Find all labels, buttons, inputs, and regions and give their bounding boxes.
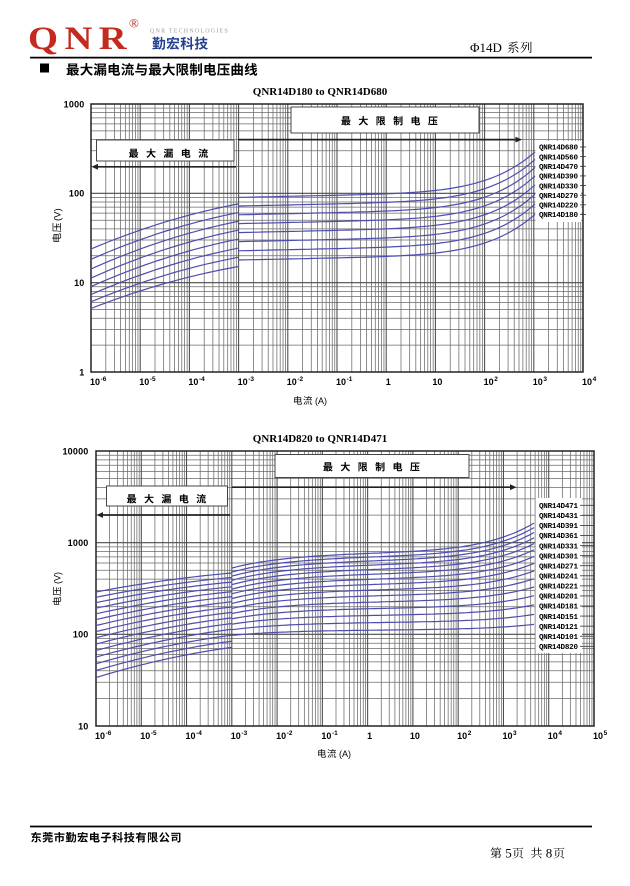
svg-text:1: 1: [386, 377, 391, 387]
svg-text:-5: -5: [150, 376, 156, 383]
svg-text:10: 10: [533, 377, 543, 387]
svg-text:Φ14D: Φ14D: [470, 40, 502, 55]
svg-text:QNR14D431: QNR14D431: [539, 513, 578, 521]
svg-text:®: ®: [129, 16, 139, 31]
svg-text:-3: -3: [248, 376, 254, 383]
svg-text:10: 10: [457, 731, 467, 741]
svg-text:QNR14D470: QNR14D470: [539, 164, 578, 172]
svg-text:10: 10: [95, 731, 105, 741]
svg-text:2: 2: [494, 376, 498, 383]
svg-text:QNR14D270: QNR14D270: [539, 193, 578, 201]
svg-text:QNR14D221: QNR14D221: [539, 584, 578, 592]
svg-text:QNR14D180 to QNR14D680: QNR14D180 to QNR14D680: [253, 86, 388, 98]
svg-text:QNR14D330: QNR14D330: [539, 183, 578, 191]
svg-text:(A): (A): [339, 749, 351, 759]
svg-text:10: 10: [484, 377, 494, 387]
svg-text:QNR14D331: QNR14D331: [539, 543, 578, 551]
svg-text:-1: -1: [332, 730, 338, 737]
svg-text:(V): (V): [53, 208, 64, 221]
svg-text:10: 10: [321, 731, 331, 741]
svg-text:QNR: QNR: [28, 20, 133, 57]
svg-text:QNR14D101: QNR14D101: [539, 634, 578, 642]
svg-text:10: 10: [139, 377, 149, 387]
svg-text:10: 10: [502, 731, 512, 741]
svg-text:(V): (V): [53, 572, 63, 584]
svg-text:-2: -2: [287, 730, 293, 737]
svg-text:QNR14D301: QNR14D301: [539, 553, 578, 561]
svg-text:10: 10: [582, 377, 592, 387]
svg-text:5: 5: [604, 730, 608, 737]
svg-text:10: 10: [186, 731, 196, 741]
svg-text:QNR14D560: QNR14D560: [539, 154, 578, 162]
svg-text:10: 10: [548, 731, 558, 741]
svg-text:QNR14D181: QNR14D181: [539, 604, 578, 612]
svg-text:QNR14D241: QNR14D241: [539, 573, 578, 581]
svg-text:10: 10: [276, 731, 286, 741]
svg-text:QNR14D471: QNR14D471: [539, 503, 578, 511]
svg-text:QNR14D820: QNR14D820: [539, 644, 578, 652]
svg-text:10: 10: [90, 377, 100, 387]
svg-text:-6: -6: [101, 376, 107, 383]
svg-text:QNR14D151: QNR14D151: [539, 614, 578, 622]
svg-text:-6: -6: [106, 730, 112, 737]
svg-text:8: 8: [546, 846, 553, 861]
svg-text:QNR14D201: QNR14D201: [539, 594, 578, 602]
svg-text:10: 10: [231, 731, 241, 741]
svg-text:3: 3: [543, 376, 547, 383]
svg-text:10: 10: [188, 377, 198, 387]
svg-text:100: 100: [73, 630, 89, 640]
svg-text:10: 10: [432, 377, 442, 387]
svg-text:4: 4: [558, 730, 562, 737]
svg-text:1: 1: [79, 367, 84, 377]
svg-text:-4: -4: [196, 730, 202, 737]
svg-text:10: 10: [78, 721, 88, 731]
svg-text:1: 1: [367, 731, 372, 741]
svg-text:3: 3: [513, 730, 517, 737]
svg-text:QNR14D121: QNR14D121: [539, 624, 578, 632]
svg-text:10: 10: [74, 278, 84, 288]
svg-text:100: 100: [69, 189, 85, 199]
svg-text:QNR14D391: QNR14D391: [539, 523, 578, 531]
svg-text:QNR TECHNOLOGIES: QNR TECHNOLOGIES: [150, 29, 229, 35]
svg-text:QNR14D390: QNR14D390: [539, 174, 578, 182]
svg-text:-1: -1: [347, 376, 353, 383]
svg-text:-2: -2: [297, 376, 303, 383]
svg-text:QNR14D271: QNR14D271: [539, 563, 578, 571]
svg-text:10: 10: [287, 377, 297, 387]
svg-text:1000: 1000: [68, 538, 89, 548]
svg-text:10: 10: [593, 731, 603, 741]
svg-text:10: 10: [410, 731, 420, 741]
svg-text:-3: -3: [241, 730, 247, 737]
svg-text:QNR14D361: QNR14D361: [539, 533, 578, 541]
svg-text:QNR14D820 to QNR14D471: QNR14D820 to QNR14D471: [253, 433, 387, 445]
svg-text:2: 2: [468, 730, 472, 737]
svg-text:1000: 1000: [64, 99, 85, 109]
svg-text:-4: -4: [199, 376, 205, 383]
svg-text:(A): (A): [315, 396, 327, 406]
svg-text:5: 5: [505, 846, 512, 861]
svg-text:10: 10: [140, 731, 150, 741]
svg-text:4: 4: [593, 376, 597, 383]
svg-text:10: 10: [336, 377, 346, 387]
svg-text:QNR14D220: QNR14D220: [539, 203, 578, 211]
svg-text:QNR14D180: QNR14D180: [539, 212, 578, 220]
svg-text:-5: -5: [151, 730, 157, 737]
svg-text:10: 10: [238, 377, 248, 387]
svg-text:QNR14D680: QNR14D680: [539, 145, 578, 153]
svg-text:10000: 10000: [62, 446, 88, 456]
